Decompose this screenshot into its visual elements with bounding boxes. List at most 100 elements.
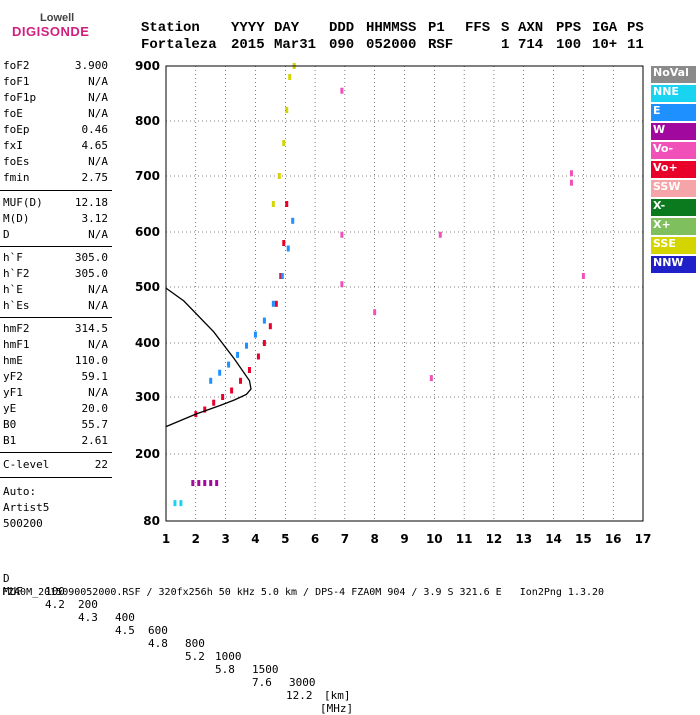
header-ddd: DDD: [329, 20, 355, 36]
echo-point: [212, 399, 216, 406]
y-tick-label: 500: [135, 280, 160, 294]
param-row: foF2 3.900: [0, 59, 108, 73]
echo-point: [253, 331, 257, 338]
muf-value: 5.2: [185, 650, 205, 663]
header-axn: AXN: [518, 20, 544, 36]
legend-item-nnw: NNW: [651, 256, 696, 273]
param-value: N/A: [88, 75, 108, 88]
echo-point: [268, 323, 272, 330]
echo-point: [569, 179, 573, 186]
param-label: yF1: [3, 386, 23, 399]
param-row: yE 20.0: [0, 402, 108, 416]
param-value: N/A: [88, 386, 108, 399]
header-ffs: FFS: [465, 20, 491, 36]
muf-value: 12.2: [286, 689, 313, 702]
param-value: 305.0: [74, 251, 108, 264]
param-row: foE N/A: [0, 107, 108, 121]
distance-label: D: [3, 572, 10, 585]
echo-point: [236, 351, 240, 358]
chart-grid: [166, 66, 643, 521]
header-iga: IGA: [592, 20, 618, 36]
param-row: foEs N/A: [0, 155, 108, 169]
auto-code: 500200: [3, 517, 43, 530]
y-tick-label: 300: [135, 390, 160, 404]
param-row: hmE 110.0: [0, 354, 108, 368]
legend-item-nne: NNE: [651, 85, 696, 102]
divider: [0, 452, 112, 453]
echo-point: [429, 375, 433, 382]
y-tick-label: 800: [135, 114, 160, 128]
param-label: foEs: [3, 155, 30, 168]
echo-point: [218, 369, 222, 376]
muf-label: MUF: [3, 585, 23, 598]
distance-value: 3000: [289, 676, 316, 689]
param-label: foF1: [3, 75, 30, 88]
muf-value: 4.8: [148, 637, 168, 650]
y-tick-label: 600: [135, 225, 160, 239]
param-value: 3.12: [81, 212, 109, 225]
param-value: 2.75: [81, 171, 109, 184]
muf-unit: [MHz]: [320, 702, 354, 715]
echo-point: [285, 107, 289, 113]
header-doy-value: 090: [329, 37, 355, 53]
header-day: DAY: [274, 20, 300, 36]
header-s-value: 1: [501, 37, 510, 53]
legend-item-w: W: [651, 123, 696, 140]
param-value: N/A: [88, 91, 108, 104]
legend-item-e: E: [651, 104, 696, 121]
profile-curve: [165, 287, 252, 428]
param-row: foF1p N/A: [0, 91, 108, 105]
header-p1-value: RSF: [428, 37, 454, 53]
echo-point: [262, 340, 266, 346]
header-p1: P1: [428, 20, 445, 36]
param-row: C-level 22: [0, 458, 108, 472]
param-label: fxI: [3, 139, 23, 152]
x-tick-labels: 1 2 3 4 5 6 7 8 9 10 11 12 13 14 15 16 17: [162, 532, 652, 546]
param-label: h`E: [3, 283, 23, 296]
legend-item-vo-minus: Vo-: [651, 142, 696, 159]
param-row: D N/A: [0, 228, 108, 242]
echo-point: [277, 173, 281, 179]
distance-value: 600: [148, 624, 168, 637]
header-yyyy: YYYY: [231, 20, 265, 36]
param-label: B1: [3, 434, 17, 447]
param-row: h`Es N/A: [0, 299, 108, 313]
header-station: Station: [141, 20, 200, 36]
param-value: N/A: [88, 283, 108, 296]
x-tick-label: 13: [515, 532, 532, 546]
param-label: B0: [3, 418, 17, 431]
echo-point: [203, 480, 207, 487]
x-tick-label: 5: [281, 532, 289, 546]
echo-point: [271, 201, 275, 207]
divider: [0, 477, 112, 478]
echo-point: [569, 170, 573, 177]
distance-value: 1500: [252, 663, 279, 676]
distance-value: 1000: [215, 650, 242, 663]
param-value: 314.5: [74, 322, 108, 335]
legend-item-sse: SSE: [651, 237, 696, 254]
param-row: M(D) 3.12: [0, 212, 108, 226]
divider: [0, 190, 112, 191]
param-label: foE: [3, 107, 23, 120]
auto-label: Auto:: [3, 485, 37, 498]
echo-point: [230, 387, 234, 394]
param-label: yF2: [3, 370, 23, 383]
param-row: B0 55.7: [0, 418, 108, 432]
header-pps: PPS: [556, 20, 582, 36]
chart-frame: [165, 65, 644, 522]
echo-point: [373, 309, 377, 316]
param-value: N/A: [88, 228, 108, 241]
muf-value: 4.3: [78, 611, 98, 624]
x-tick-label: 7: [341, 532, 349, 546]
x-tick-label: 12: [486, 532, 503, 546]
param-value: 20.0: [81, 402, 109, 415]
echo-point: [191, 480, 195, 487]
param-label: hmE: [3, 354, 23, 367]
param-value: 3.900: [74, 59, 108, 72]
param-label: hmF1: [3, 338, 30, 351]
param-row: MUF(D) 12.18: [0, 196, 108, 210]
x-tick-label: 16: [605, 532, 622, 546]
legend-item-x-plus: X+: [651, 218, 696, 235]
x-tick-label: 14: [545, 532, 562, 546]
